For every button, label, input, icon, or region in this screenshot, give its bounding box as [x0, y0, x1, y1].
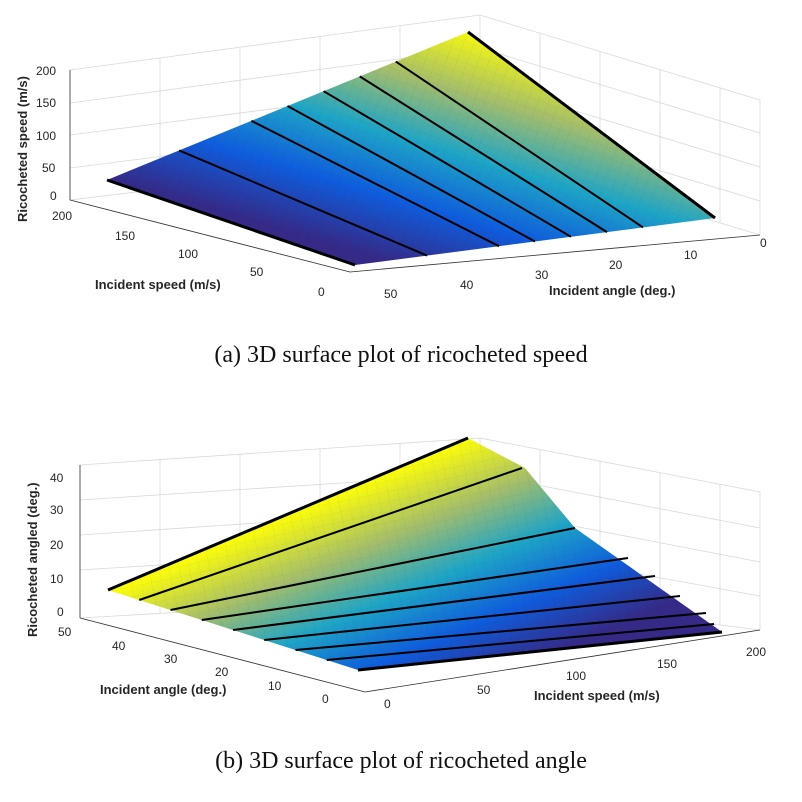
surface-b: [108, 438, 722, 670]
contour-line: [295, 612, 707, 651]
x-tick-label: 200: [746, 645, 766, 659]
contour-lines-a: [106, 30, 716, 267]
x-tick-label: 10: [684, 248, 698, 262]
caption-a: (a) 3D surface plot of ricocheted speed: [214, 342, 588, 368]
y-tick-label: 100: [178, 247, 198, 261]
surface-mesh: [107, 32, 715, 265]
contour-line: [287, 105, 536, 243]
y-tick-label: 40: [112, 639, 126, 653]
contour-lines-b: [107, 436, 723, 672]
z-tick-label: 0: [50, 189, 57, 203]
x-ticks-a: 50 40 30 20 10 0: [384, 236, 767, 301]
z-tick-label: 30: [50, 503, 64, 517]
contour-line: [264, 595, 681, 641]
contour-line: [170, 527, 576, 611]
contour-line: [467, 30, 716, 220]
contour-line: [326, 623, 715, 661]
z-tick-label: 200: [36, 64, 56, 78]
caption-b: (b) 3D surface plot of ricocheted angle: [215, 748, 587, 774]
x-tick-label: 0: [384, 697, 391, 711]
y-tick-label: 10: [268, 679, 282, 693]
y-tick-label: 150: [115, 229, 135, 243]
y-tick-label: 0: [322, 692, 329, 706]
contour-line: [107, 436, 469, 592]
z-tick-label: 20: [50, 538, 64, 552]
surface-plot-a: 200 150 100 50 0 200 150 100 50 0 50 40 …: [15, 14, 767, 301]
contour-line: [178, 149, 428, 257]
z-tick-label: 0: [57, 605, 64, 619]
y-tick-label: 50: [250, 265, 264, 279]
z-tick-label: 50: [42, 161, 56, 175]
x-tick-label: 40: [460, 278, 474, 292]
z-axis-label: Ricocheted angled (deg.): [25, 482, 40, 637]
z-tick-label: 40: [50, 471, 64, 485]
contour-line: [359, 75, 608, 233]
z-tick-label: 100: [36, 129, 56, 143]
contour-line: [395, 60, 644, 229]
z-axis-label: Ricocheted speed (m/s): [15, 76, 30, 222]
x-tick-label: 150: [657, 657, 677, 671]
contour-line: [323, 90, 572, 238]
panel-b: 40 30 20 10 0 50 40 30 20 10 0 0 50 100 …: [0, 400, 802, 802]
y-axis-label: Incident angle (deg.): [100, 682, 226, 697]
surface-plot-b: 40 30 20 10 0 50 40 30 20 10 0 0 50 100 …: [25, 436, 766, 711]
x-axis-label: Incident angle (deg.): [549, 283, 675, 298]
z-ticks-a: 200 150 100 50 0: [36, 64, 57, 203]
x-tick-label: 100: [566, 669, 586, 683]
surface-a: [107, 32, 715, 265]
contour-line: [201, 557, 629, 621]
x-tick-label: 50: [384, 287, 398, 301]
y-tick-label: 0: [318, 285, 325, 299]
contour-line: [138, 467, 523, 601]
x-ticks-b: 0 50 100 150 200: [384, 645, 766, 711]
contour-line: [250, 119, 500, 248]
y-tick-label: 20: [215, 665, 229, 679]
axis-line-b: [79, 465, 761, 693]
contour-line: [106, 178, 356, 267]
x-tick-label: 30: [535, 268, 549, 282]
x-tick-label: 20: [609, 258, 623, 272]
x-tick-label: 50: [477, 683, 491, 697]
y-tick-label: 30: [164, 652, 178, 666]
surface-mesh: [108, 438, 722, 670]
z-ticks-b: 40 30 20 10 0: [50, 471, 64, 619]
x-axis-label: Incident speed (m/s): [534, 688, 660, 703]
y-tick-label: 200: [52, 209, 72, 223]
y-tick-label: 50: [58, 625, 72, 639]
contour-line: [357, 630, 723, 672]
x-tick-label: 0: [760, 236, 767, 250]
z-tick-label: 150: [36, 96, 56, 110]
panel-a: 200 150 100 50 0 200 150 100 50 0 50 40 …: [0, 0, 802, 400]
y-ticks-b: 50 40 30 20 10 0: [58, 625, 329, 706]
axis-line-a: [69, 70, 761, 273]
y-axis-label: Incident speed (m/s): [95, 277, 221, 292]
contour-line: [232, 575, 656, 631]
y-ticks-a: 200 150 100 50 0: [52, 209, 325, 299]
z-tick-label: 10: [50, 572, 64, 586]
